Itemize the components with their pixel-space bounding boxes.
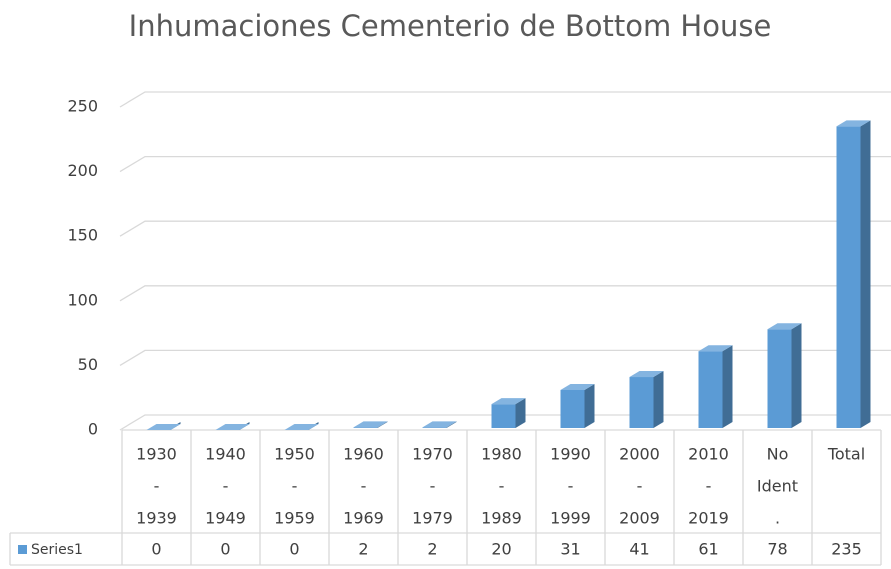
bar <box>767 323 802 428</box>
x-tick-label: - <box>430 477 436 496</box>
y-tick-label: 50 <box>78 355 98 374</box>
x-tick-label: 1980 <box>481 445 522 464</box>
x-tick-label: 1939 <box>136 509 177 528</box>
x-tick-label: 1990 <box>550 445 591 464</box>
grid-line <box>119 91 891 108</box>
x-tick-label: 2000 <box>619 445 660 464</box>
y-tick-label: 100 <box>67 290 98 309</box>
x-tick-label: 1949 <box>205 509 246 528</box>
bar-face <box>491 404 516 428</box>
bar <box>836 120 871 428</box>
bar-face <box>836 126 861 428</box>
x-tick-label: 2009 <box>619 509 660 528</box>
bar <box>491 398 526 428</box>
x-tick-label: - <box>706 477 712 496</box>
x-tick-label: - <box>223 477 229 496</box>
data-table-value: 0 <box>151 540 161 559</box>
x-tick-label: - <box>499 477 505 496</box>
x-tick-label: - <box>292 477 298 496</box>
x-tick-label: - <box>154 477 160 496</box>
x-tick-label: Ident <box>757 477 798 496</box>
bar-face <box>860 120 871 428</box>
data-table-value: 61 <box>698 540 718 559</box>
bar-face <box>767 323 802 330</box>
data-table-value: 31 <box>560 540 580 559</box>
grid-line <box>119 285 891 302</box>
x-tick-label: 1970 <box>412 445 453 464</box>
bar-face <box>653 371 664 428</box>
bar-face <box>284 424 319 430</box>
x-tick-label: Total <box>827 445 865 464</box>
bar-face <box>353 421 388 428</box>
data-table-value: 2 <box>427 540 437 559</box>
bar-face <box>629 371 664 378</box>
x-tick-label: 1969 <box>343 509 384 528</box>
x-tick-label: 1950 <box>274 445 315 464</box>
data-table-value: 0 <box>220 540 230 559</box>
data-table-value: 235 <box>831 540 862 559</box>
x-tick-label: 1989 <box>481 509 522 528</box>
bar-face <box>722 345 733 428</box>
y-tick-label: 0 <box>88 420 98 439</box>
bar <box>284 422 319 430</box>
bar <box>629 371 664 428</box>
legend-label: Series1 <box>31 542 83 558</box>
bar-face <box>446 421 457 428</box>
bar-face <box>146 424 181 430</box>
data-table-value: 41 <box>629 540 649 559</box>
bar <box>146 422 181 430</box>
bar-face <box>698 351 723 428</box>
x-tick-label: 1979 <box>412 509 453 528</box>
bar-face <box>215 424 250 430</box>
bar-face <box>422 427 447 428</box>
x-tick-label: - <box>568 477 574 496</box>
bar-face <box>698 345 733 352</box>
bar <box>353 421 388 428</box>
x-tick-label: No <box>767 445 789 464</box>
bar-face <box>353 427 378 428</box>
bar-face <box>836 120 871 127</box>
x-tick-label: 1999 <box>550 509 591 528</box>
bar-face <box>515 398 526 428</box>
x-tick-label: 1930 <box>136 445 177 464</box>
bar-face <box>791 323 802 428</box>
x-tick-label: - <box>361 477 367 496</box>
x-tick-label: - <box>637 477 643 496</box>
x-tick-label: . <box>775 509 780 528</box>
bar <box>698 345 733 428</box>
data-table-value: 2 <box>358 540 368 559</box>
bar <box>422 421 457 428</box>
data-table-value: 78 <box>767 540 787 559</box>
bar-face <box>767 329 792 428</box>
legend-key <box>18 545 27 554</box>
chart-title: Inhumaciones Cementerio de Bottom House <box>129 9 772 43</box>
grid-line <box>119 349 891 366</box>
y-tick-label: 150 <box>67 226 98 245</box>
x-tick-label: 1960 <box>343 445 384 464</box>
bar-face <box>584 383 595 428</box>
bar-face <box>629 377 654 428</box>
y-tick-label: 200 <box>67 161 98 180</box>
y-tick-label: 250 <box>67 97 98 116</box>
bar <box>560 383 595 428</box>
grid-line <box>119 220 891 237</box>
bar-face <box>491 398 526 405</box>
grid-line <box>119 155 891 173</box>
data-table-value: 20 <box>491 540 511 559</box>
bar-face <box>422 421 457 428</box>
data-table-value: 0 <box>289 540 299 559</box>
x-tick-label: 1940 <box>205 445 246 464</box>
x-tick-label: 1959 <box>274 509 315 528</box>
bar <box>215 422 250 430</box>
bar-face <box>560 383 595 390</box>
x-tick-label: 2010 <box>688 445 729 464</box>
bar-face <box>560 389 585 428</box>
bar-face <box>377 421 388 428</box>
x-tick-label: 2019 <box>688 509 729 528</box>
